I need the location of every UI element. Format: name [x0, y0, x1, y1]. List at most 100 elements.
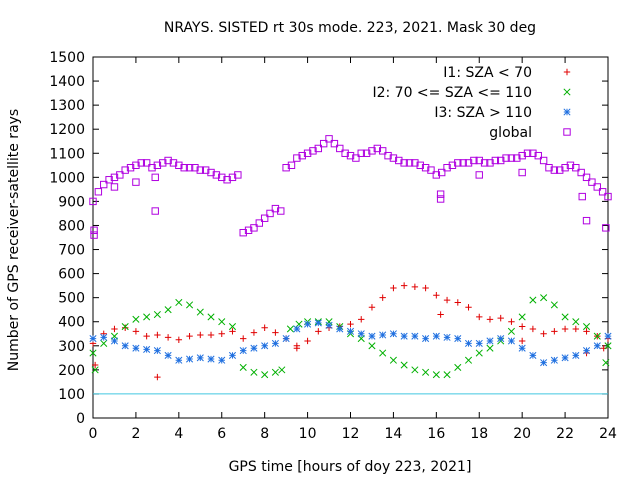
data-point — [551, 328, 558, 335]
data-point — [464, 339, 473, 347]
data-point — [470, 156, 478, 165]
y-tick-label: 100 — [58, 387, 85, 403]
data-point — [239, 363, 247, 372]
data-point — [583, 328, 590, 335]
data-point — [443, 296, 451, 304]
data-point — [497, 156, 505, 165]
data-point — [454, 363, 462, 372]
data-point — [121, 324, 129, 331]
data-point — [416, 161, 424, 170]
data-point — [314, 319, 322, 327]
data-point — [550, 166, 559, 174]
data-point — [282, 335, 290, 343]
data-point — [368, 332, 376, 340]
data-point — [475, 349, 483, 357]
data-point — [465, 304, 472, 311]
data-point — [94, 188, 103, 196]
data-point — [116, 171, 124, 179]
y-tick-label: 1400 — [49, 74, 85, 90]
data-point — [336, 325, 344, 333]
data-point — [362, 149, 371, 157]
data-point — [433, 292, 440, 299]
data-point — [550, 301, 558, 309]
data-point — [572, 318, 580, 326]
data-point — [175, 336, 183, 343]
data-point — [304, 320, 312, 328]
data-point — [395, 156, 403, 165]
data-point — [121, 322, 129, 331]
data-point — [437, 311, 444, 318]
data-point — [218, 356, 226, 364]
data-point — [357, 149, 365, 157]
x-tick-label: 0 — [89, 426, 98, 442]
data-point — [341, 149, 349, 157]
data-point — [159, 159, 167, 167]
data-point — [196, 308, 204, 316]
data-point — [287, 161, 296, 170]
data-point — [572, 164, 580, 172]
data-point — [534, 151, 542, 160]
data-point — [582, 322, 591, 331]
data-point — [497, 314, 504, 322]
x-tick-label: 8 — [260, 426, 269, 442]
data-point — [132, 315, 140, 323]
data-point — [582, 173, 591, 182]
data-point — [432, 371, 440, 379]
data-point — [368, 304, 376, 311]
data-point — [411, 332, 419, 340]
data-point — [480, 159, 489, 167]
data-point — [277, 207, 285, 215]
data-point — [368, 147, 376, 155]
data-point — [197, 331, 204, 339]
data-point — [436, 190, 445, 198]
data-point — [421, 164, 430, 172]
data-point — [271, 204, 280, 213]
data-point — [207, 355, 215, 363]
data-point — [244, 226, 253, 234]
data-point — [582, 216, 591, 225]
data-point — [180, 164, 188, 172]
data-point — [588, 178, 596, 186]
legend-marker — [563, 128, 571, 136]
data-point — [379, 331, 387, 339]
x-tick-label: 2 — [131, 426, 140, 442]
data-point — [223, 176, 231, 184]
data-point — [507, 337, 515, 345]
data-point — [111, 325, 118, 333]
data-point — [309, 147, 317, 155]
x-tick-label: 22 — [556, 426, 574, 442]
data-point — [507, 327, 515, 335]
data-point — [508, 318, 515, 325]
data-point — [207, 313, 215, 321]
data-point — [293, 325, 301, 333]
data-point — [454, 159, 462, 167]
data-point — [121, 166, 129, 174]
data-point — [272, 329, 279, 336]
data-point — [368, 342, 376, 350]
data-point — [443, 333, 451, 341]
data-point — [293, 154, 301, 162]
data-point — [389, 330, 397, 338]
y-tick-label: 1000 — [49, 170, 85, 186]
data-point — [234, 171, 242, 179]
data-point — [379, 294, 386, 301]
data-point — [448, 161, 457, 170]
data-point — [540, 330, 547, 337]
data-point — [545, 164, 553, 172]
data-point — [578, 192, 586, 201]
legend-marker — [563, 108, 571, 116]
data-point — [240, 335, 247, 342]
data-point — [201, 166, 210, 174]
data-point — [336, 144, 344, 153]
data-point — [378, 147, 387, 155]
data-point — [411, 283, 419, 291]
legend-marker — [563, 68, 571, 76]
y-tick-label: 200 — [58, 363, 85, 379]
data-point — [196, 166, 204, 174]
legend: I1: SZA < 70 I2: 70 <= SZA <= 110 I3: SZA … — [372, 65, 571, 141]
data-point — [169, 159, 178, 167]
data-point — [352, 154, 360, 162]
data-point — [379, 349, 387, 357]
data-point — [89, 335, 97, 343]
data-point — [602, 224, 610, 232]
